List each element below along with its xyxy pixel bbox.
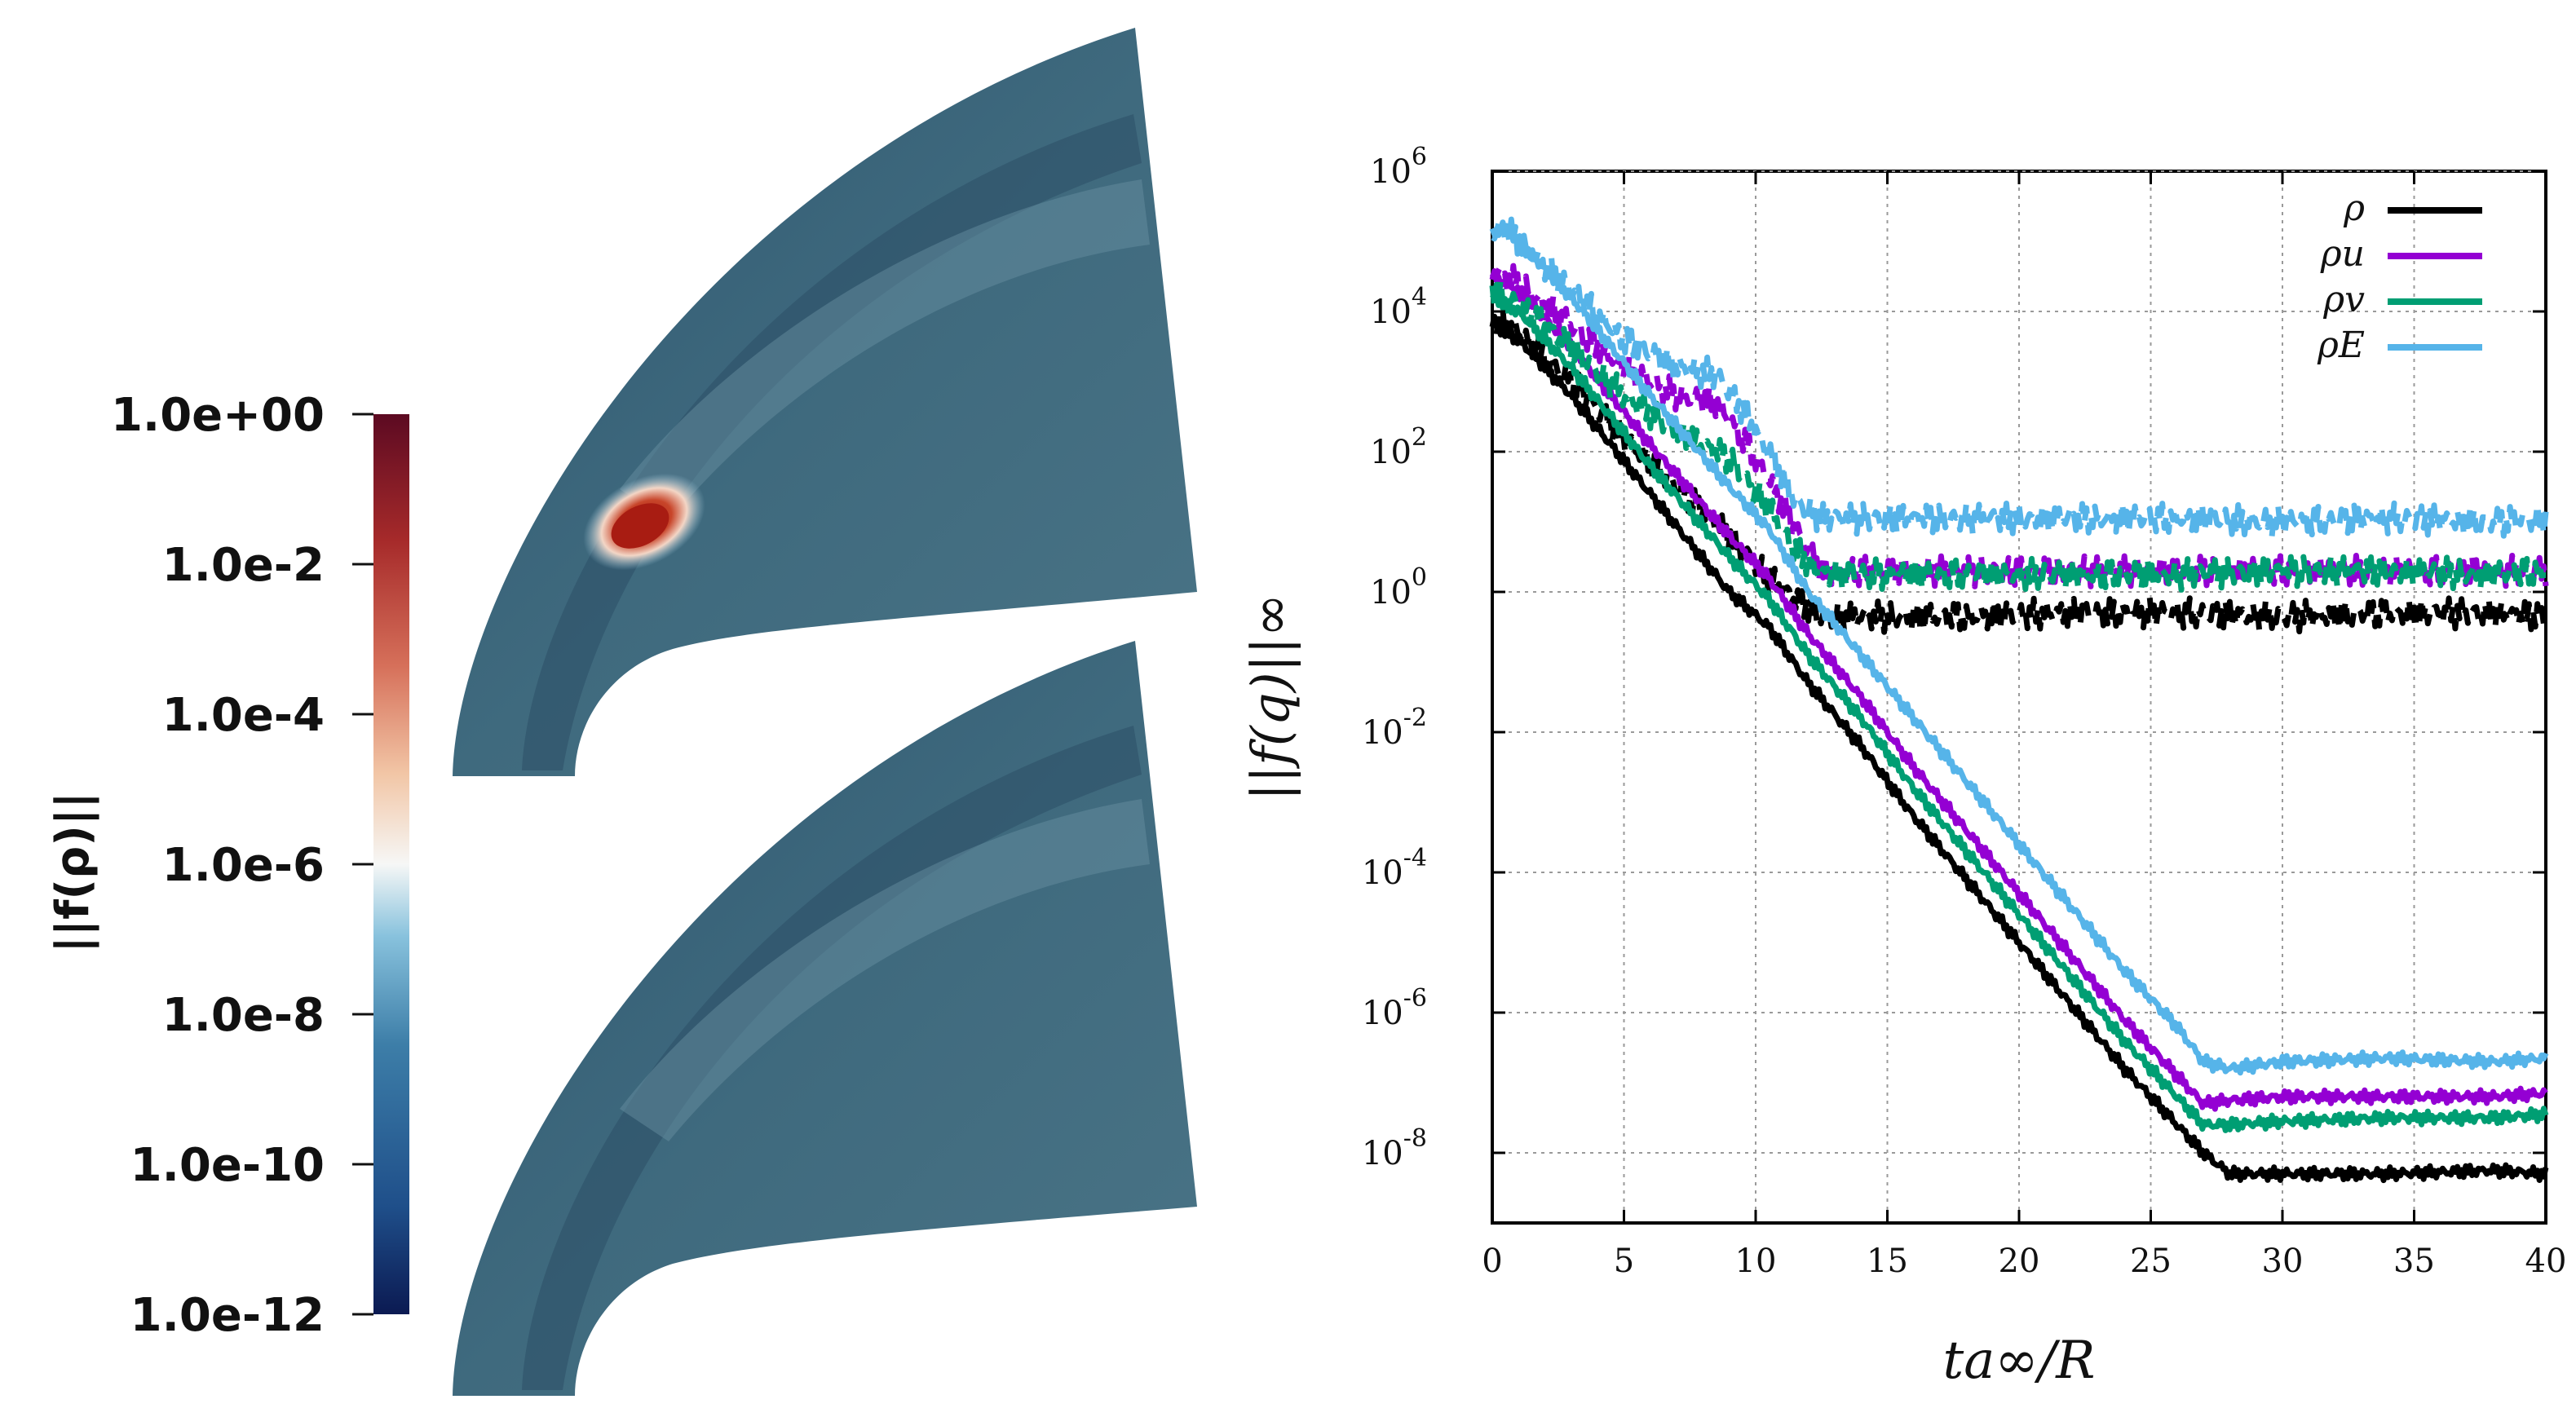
mesh-shock-band-top <box>620 179 1150 522</box>
legend-label: ρE <box>2317 324 2365 366</box>
legend-label: ρu <box>2320 233 2365 275</box>
colorbar-ticks <box>352 413 373 1316</box>
mesh-inner-band-bottom <box>522 726 1142 1390</box>
residual-chart: 0 5 10 15 20 25 30 35 40 10-810-610-410-21001021… <box>1241 143 2566 1391</box>
series-line-8 <box>1491 216 2549 540</box>
series-line-3 <box>1489 268 2548 1112</box>
y-tick-label: 10-8 <box>1362 1124 1427 1172</box>
y-tick-label: 10-6 <box>1362 984 1427 1032</box>
series-line-5 <box>1490 293 2549 1133</box>
colorbar-label: 1.0e-2 <box>162 539 325 592</box>
y-tick-label: 104 <box>1370 283 1427 331</box>
colorbar-gradient <box>373 414 409 1314</box>
plot-area <box>1491 170 2547 1225</box>
legend-label: ρv <box>2322 279 2365 320</box>
series-line-1 <box>1490 320 2549 1184</box>
x-tick-label: 5 <box>1614 1243 1634 1280</box>
mesh-inner-band-top <box>522 114 1142 770</box>
x-tick-label: 10 <box>1735 1243 1777 1280</box>
x-tick-label: 35 <box>2393 1243 2435 1280</box>
y-axis-title: ||f(q)||∞ <box>1241 594 1301 801</box>
mesh-panel-bottom <box>453 641 1197 1396</box>
series-line-6 <box>1489 276 2547 593</box>
y-ticks: 10-8 10-6 10-4 10-2 100 102 104 106 <box>1362 143 2546 1172</box>
legend-label: ρ <box>2343 188 2365 229</box>
x-tick-label: 15 <box>1867 1243 1908 1280</box>
colorbar-labels: 1.0e+00 1.0e-2 1.0e-4 1.0e-6 1.0e-8 1.0e-10 1.… <box>111 389 325 1342</box>
x-tick-label: 0 <box>1482 1243 1502 1280</box>
y-tick-label: 106 <box>1370 143 1427 191</box>
x-tick-label: 20 <box>1999 1243 2040 1280</box>
x-axis-title: ta∞/R <box>1943 1331 2096 1391</box>
x-tick-label: 40 <box>2525 1243 2567 1280</box>
x-ticks: 0 5 10 15 20 25 30 35 40 <box>1482 171 2566 1280</box>
y-tick-label: 100 <box>1370 563 1427 611</box>
y-tick-label: 10-2 <box>1362 704 1427 752</box>
colorbar-title: ||f(ρ)|| <box>46 792 99 952</box>
y-tick-label: 10-4 <box>1362 844 1427 892</box>
mesh-shock-band-bottom <box>620 799 1150 1141</box>
colorbar-label: 1.0e-6 <box>162 839 325 892</box>
hotspot-core <box>611 503 669 549</box>
y-tick-label: 102 <box>1370 423 1427 471</box>
series-line-7 <box>1489 223 2549 1076</box>
mesh-panel-top <box>453 28 1197 776</box>
colorbar: 1.0e+00 1.0e-2 1.0e-4 1.0e-6 1.0e-8 1.0e-10 1.… <box>46 389 409 1342</box>
colorbar-label: 1.0e-8 <box>162 989 325 1042</box>
colorbar-label: 1.0e-4 <box>162 689 325 742</box>
colorbar-label: 1.0e+00 <box>111 389 325 442</box>
series-lines <box>1489 216 2549 1184</box>
x-tick-label: 25 <box>2130 1243 2172 1280</box>
mesh-domain-bottom <box>453 641 1197 1396</box>
x-tick-label: 30 <box>2262 1243 2304 1280</box>
series-line-2 <box>1489 306 2549 635</box>
colorbar-label: 1.0e-12 <box>130 1289 325 1342</box>
colorbar-label: 1.0e-10 <box>130 1139 325 1192</box>
